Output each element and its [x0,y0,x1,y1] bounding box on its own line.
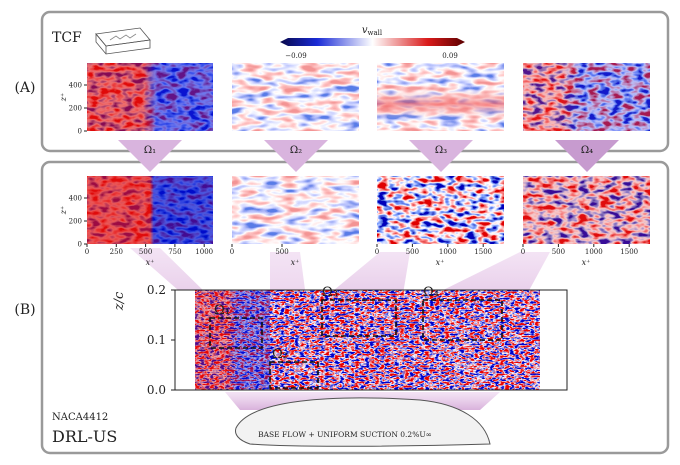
x-axis-label: x⁺ [436,258,445,267]
y-tick-label: 0 [78,128,82,136]
x-tick-label: 0 [85,248,89,256]
y-tick-label: 0 [78,241,82,249]
region-label: Ω₃ [435,145,447,156]
airfoil-name: NACA4412 [52,412,108,423]
colorbar-tick: 0.09 [442,52,458,60]
region-arrow [118,140,182,172]
x-axis-label: x⁺ [582,258,591,267]
y-tick-label: 400 [69,82,82,90]
y-tick-label: 0.0 [147,383,166,397]
airfoil [235,397,491,447]
region-label: Ω₁ [144,145,156,156]
y-axis-label: z/c [112,291,127,311]
x-tick-label: 1000 [439,248,457,256]
panel-title: TCF [52,30,82,46]
channel-icon [95,27,151,55]
x-tick-label: 1500 [620,248,638,256]
panel-label: (A) [14,80,35,96]
region-label: Ω₂ [290,145,302,156]
y-axis-label: z⁺ [59,93,68,102]
heatmaps-a [87,63,650,131]
x-tick-label: 1500 [474,248,492,256]
panel-b-frame [40,160,670,455]
y-tick-label: 0.1 [147,333,166,347]
x-tick-label: 1000 [585,248,603,256]
region-box-label: Ω₄ [423,285,439,300]
x-tick-label: 500 [552,248,565,256]
x-tick-label: 0 [375,248,379,256]
region-box-label: Ω₂ [272,347,288,362]
region-arrow [264,140,328,172]
colorbar-tick: −0.09 [285,52,306,60]
region-box-label: Ω₃ [322,285,338,300]
heatmaps-b [87,176,650,244]
y-tick-label: 200 [69,105,82,113]
colorbar-label: vwall [362,25,383,37]
x-tick-label: 0 [230,248,234,256]
method-name: DRL-US [52,427,117,446]
region-arrow [409,140,473,172]
x-tick-label: 500 [139,248,152,256]
x-tick-label: 500 [275,248,288,256]
region-boxes [209,299,503,389]
colorbar [280,38,465,46]
region-label: Ω₄ [581,145,593,156]
airfoil-caption: BASE FLOW + UNIFORM SUCTION 0.2%U∞ [258,430,432,439]
x-tick-label: 250 [110,248,123,256]
region-box-label: Ω₁ [214,303,230,318]
y-tick-label: 0.2 [147,283,166,297]
x-tick-label: 1000 [195,248,213,256]
x-tick-label: 750 [168,248,181,256]
region-arrow [555,140,619,172]
x-tick-label: 0 [521,248,525,256]
y-tick-label: 400 [69,195,82,203]
wing-plot [174,289,568,391]
panel-label: (B) [14,302,35,318]
panel-a-frame [40,10,670,153]
x-tick-label: 500 [406,248,419,256]
y-axis-label: z⁺ [59,206,68,215]
x-axis-label: x⁺ [146,258,155,267]
y-tick-label: 200 [69,218,82,226]
x-axis-label: x⁺ [291,258,300,267]
